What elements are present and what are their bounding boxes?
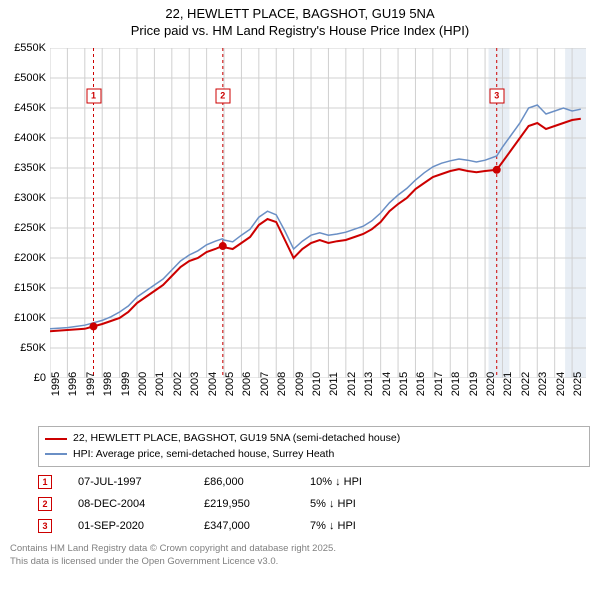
x-tick-label: 2010 [311,372,323,396]
y-tick-label: £500K [14,72,46,84]
sale-row-marker: 3 [38,519,52,533]
y-tick-label: £300K [14,192,46,204]
legend-item: HPI: Average price, semi-detached house,… [45,447,583,463]
sale-row: 1 07-JUL-1997 £86,000 10% ↓ HPI [38,471,590,493]
x-tick-label: 2022 [520,372,532,396]
x-tick-label: 2014 [381,372,393,396]
y-tick-label: £250K [14,222,46,234]
x-tick-label: 2007 [259,372,271,396]
title-line-1: 22, HEWLETT PLACE, BAGSHOT, GU19 5NA [0,6,600,23]
sale-marker-2: 2 [215,88,230,103]
chart-title-block: 22, HEWLETT PLACE, BAGSHOT, GU19 5NA Pri… [0,0,600,42]
sale-date: 07-JUL-1997 [78,476,178,488]
legend-label: 22, HEWLETT PLACE, BAGSHOT, GU19 5NA (se… [73,431,400,447]
x-tick-label: 2025 [572,372,584,396]
sale-price: £219,950 [204,498,284,510]
x-tick-label: 2019 [468,372,480,396]
y-tick-label: £350K [14,162,46,174]
legend-item: 22, HEWLETT PLACE, BAGSHOT, GU19 5NA (se… [45,431,583,447]
legend-swatch [45,438,67,440]
sale-row-marker: 2 [38,497,52,511]
sale-row-marker: 1 [38,475,52,489]
x-tick-label: 1997 [85,372,97,396]
x-tick-label: 2020 [485,372,497,396]
y-tick-label: £450K [14,102,46,114]
title-line-2: Price paid vs. HM Land Registry's House … [0,23,600,40]
sale-diff: 7% ↓ HPI [310,520,410,532]
legend-label: HPI: Average price, semi-detached house,… [73,447,334,463]
x-tick-label: 2008 [276,372,288,396]
x-tick-label: 2021 [502,372,514,396]
x-tick-label: 2000 [137,372,149,396]
sale-row: 2 08-DEC-2004 £219,950 5% ↓ HPI [38,493,590,515]
x-tick-label: 1999 [120,372,132,396]
x-tick-label: 1998 [102,372,114,396]
plot-svg [50,48,586,378]
legend: 22, HEWLETT PLACE, BAGSHOT, GU19 5NA (se… [38,426,590,468]
sale-marker-3: 3 [489,88,504,103]
x-tick-label: 2009 [294,372,306,396]
x-tick-label: 1995 [50,372,62,396]
x-tick-label: 2016 [415,372,427,396]
chart-container: £0 £50K £100K £150K £200K £250K £300K £350K £400… [10,44,590,424]
x-tick-label: 2004 [207,372,219,396]
x-tick-label: 2001 [154,372,166,396]
x-tick-label: 2013 [363,372,375,396]
sale-marker-1: 1 [86,88,101,103]
x-tick-label: 2015 [398,372,410,396]
footer-line-1: Contains HM Land Registry data © Crown c… [10,543,590,555]
sale-diff: 5% ↓ HPI [310,498,410,510]
sale-date: 08-DEC-2004 [78,498,178,510]
y-tick-label: £550K [14,42,46,54]
sale-diff: 10% ↓ HPI [310,476,410,488]
legend-swatch [45,453,67,455]
x-tick-label: 2012 [346,372,358,396]
x-tick-label: 2003 [189,372,201,396]
y-tick-label: £50K [20,342,46,354]
x-tick-label: 2006 [241,372,253,396]
y-tick-label: £100K [14,312,46,324]
x-tick-label: 2017 [433,372,445,396]
x-tick-label: 2002 [172,372,184,396]
x-tick-label: 1996 [67,372,79,396]
x-axis: 1995199619971998199920002001200220032004… [50,382,586,422]
x-tick-label: 2023 [537,372,549,396]
sale-date: 01-SEP-2020 [78,520,178,532]
x-tick-label: 2005 [224,372,236,396]
plot-area: 1 2 3 [50,48,586,378]
footer: Contains HM Land Registry data © Crown c… [10,543,590,568]
sale-price: £347,000 [204,520,284,532]
sales-table: 1 07-JUL-1997 £86,000 10% ↓ HPI 2 08-DEC-2004… [38,471,590,537]
y-tick-label: £0 [34,372,46,384]
x-tick-label: 2011 [328,372,340,396]
y-tick-label: £150K [14,282,46,294]
y-tick-label: £400K [14,132,46,144]
sale-price: £86,000 [204,476,284,488]
x-tick-label: 2018 [450,372,462,396]
y-axis: £0£50K£100K£150K£200K£250K£300K£350K£400… [10,48,48,378]
y-tick-label: £200K [14,252,46,264]
footer-line-2: This data is licensed under the Open Gov… [10,556,590,568]
sale-row: 3 01-SEP-2020 £347,000 7% ↓ HPI [38,515,590,537]
x-tick-label: 2024 [555,372,567,396]
